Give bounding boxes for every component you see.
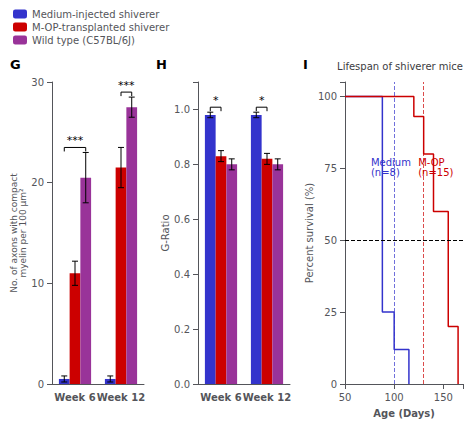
svg-text:Medium-injected shiverer: Medium-injected shiverer	[32, 9, 160, 20]
svg-text:25: 25	[324, 307, 337, 318]
svg-text:Medium: Medium	[371, 157, 411, 168]
svg-text:Percent survival (%): Percent survival (%)	[304, 183, 315, 284]
svg-text:(n=8): (n=8)	[371, 167, 400, 178]
svg-text:100: 100	[318, 91, 337, 102]
svg-text:Week 6: Week 6	[54, 392, 95, 403]
svg-text:50: 50	[339, 392, 352, 403]
svg-text:Age (Days): Age (Days)	[373, 408, 435, 419]
svg-text:*: *	[213, 94, 219, 107]
svg-text:0: 0	[331, 379, 337, 390]
svg-text:H: H	[156, 57, 167, 72]
svg-text:(n=15): (n=15)	[418, 167, 454, 178]
svg-text:150: 150	[434, 392, 453, 403]
svg-text:0: 0	[38, 379, 44, 390]
svg-text:Wild type (C57BL/6J): Wild type (C57BL/6J)	[32, 35, 135, 46]
svg-text:G: G	[10, 57, 21, 72]
svg-text:G-Ratio: G-Ratio	[160, 214, 171, 251]
svg-text:Week 12: Week 12	[243, 392, 291, 403]
svg-text:75: 75	[324, 163, 337, 174]
svg-text:No. of axons with compact: No. of axons with compact	[8, 173, 19, 293]
svg-text:*: *	[259, 94, 265, 107]
svg-text:Lifespan of shiverer mice: Lifespan of shiverer mice	[337, 61, 463, 72]
svg-text:0.2: 0.2	[174, 324, 190, 335]
svg-text:***: ***	[67, 134, 84, 147]
svg-text:Week 6: Week 6	[200, 392, 241, 403]
svg-text:0.4: 0.4	[174, 269, 190, 280]
svg-text:50: 50	[324, 235, 337, 246]
svg-text:0.0: 0.0	[174, 379, 190, 390]
svg-text:10: 10	[31, 278, 44, 289]
svg-text:0.6: 0.6	[174, 214, 190, 225]
svg-text:100: 100	[385, 392, 404, 403]
svg-text:M-OP: M-OP	[418, 157, 445, 168]
svg-text:M-OP-transplanted shiverer: M-OP-transplanted shiverer	[32, 22, 170, 33]
svg-text:30: 30	[31, 77, 44, 88]
svg-text:Week 12: Week 12	[97, 392, 145, 403]
svg-text:I: I	[303, 57, 308, 72]
svg-text:20: 20	[31, 177, 44, 188]
svg-text:myelin per 100 μm²: myelin per 100 μm²	[18, 188, 28, 278]
svg-text:1.0: 1.0	[174, 104, 190, 115]
svg-text:0.8: 0.8	[174, 159, 190, 170]
svg-text:***: ***	[118, 79, 135, 92]
